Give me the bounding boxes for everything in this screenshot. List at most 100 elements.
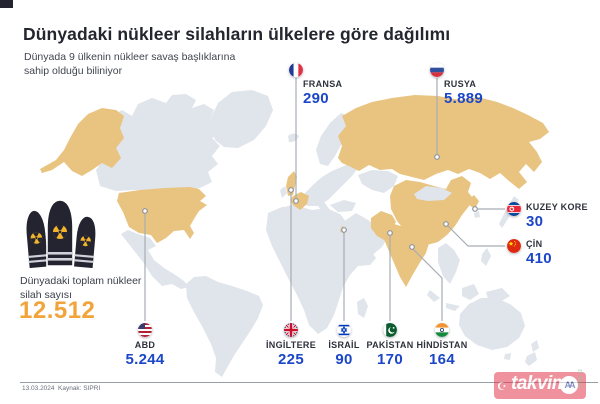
country-label-hindistan: HİNDİSTAN 164 — [397, 340, 487, 369]
country-label-kuzey-kore: KUZEY KORE 30 — [526, 202, 588, 231]
connector-cin — [447, 225, 505, 247]
footer-divider — [20, 382, 598, 383]
dot-kuzey-kore — [472, 206, 478, 212]
country-label-pakistan: PAKİSTAN 170 — [350, 340, 430, 369]
flag-russia-icon — [430, 63, 444, 77]
dot-abd — [142, 208, 148, 214]
crescent-star-icon: ☪ — [497, 381, 507, 393]
flag-israel-icon — [337, 323, 351, 337]
country-value: 5.889 — [444, 90, 484, 108]
country-north-korea — [468, 195, 479, 209]
flag-pakistan-icon — [383, 323, 397, 337]
country-label-cin: ÇİN 410 — [526, 239, 552, 268]
region-arabia — [343, 213, 388, 264]
continent-canada — [96, 94, 228, 191]
connector-hindistan — [412, 248, 443, 321]
country-value: 410 — [526, 250, 552, 268]
island-borneo — [462, 284, 479, 300]
country-value: 225 — [278, 351, 304, 369]
island-ireland — [280, 186, 287, 198]
island-philippines — [481, 248, 491, 266]
page-subtitle: Dünyada 9 ülkenin nükleer savaş başlıkla… — [24, 50, 235, 78]
footer-source: Kaynak: SIPRI — [58, 385, 101, 392]
connector-lines — [144, 78, 505, 321]
takvim-logo-box: ☪ takvim AA — [494, 372, 586, 399]
island-madagascar — [357, 298, 368, 318]
region-turkey — [330, 200, 356, 212]
region-mongolia — [414, 186, 452, 201]
page-title: Dünyadaki nükleer silahların ülkelere gö… — [23, 24, 451, 44]
flag-france-icon — [289, 63, 303, 77]
total-label-line2: silah sayısı — [20, 288, 72, 301]
takvim-watermark: ☪ takvim AA com.tr — [494, 368, 598, 402]
continent-australia — [459, 298, 525, 350]
total-warheads-value: 12.512 — [19, 297, 96, 324]
flag-china-icon — [507, 239, 521, 253]
region-south-korea — [474, 211, 480, 218]
aa-agency-icon: AA — [560, 376, 578, 394]
flag-usa-icon — [138, 323, 152, 337]
nuclear-warheads-icon — [25, 200, 97, 270]
warhead-right — [72, 215, 97, 270]
dot-hindistan — [409, 244, 415, 250]
island-new-zealand-north — [531, 340, 539, 352]
dot-cin — [443, 221, 449, 227]
flag-uk-icon — [284, 323, 298, 337]
island-new-zealand-south — [525, 352, 537, 366]
takvim-domain-suffix: com.tr — [578, 368, 584, 388]
country-name: FRANSA — [303, 79, 343, 89]
subtitle-line2: sahip olduğu biliniyor — [24, 65, 123, 78]
region-europe — [300, 162, 358, 206]
continent-south-america — [186, 276, 263, 377]
dot-israil — [341, 227, 347, 233]
total-warheads-label: Dünyadaki toplam nükleer silah sayısı — [20, 275, 141, 302]
country-russia — [338, 95, 549, 189]
footer-date: 13.03.2024 — [22, 385, 55, 392]
dot-fransa — [293, 198, 299, 204]
continent-greenland — [210, 90, 273, 148]
flag-india-icon — [435, 323, 449, 337]
country-name: KUZEY KORE — [526, 202, 588, 212]
country-value: 170 — [377, 351, 403, 369]
country-alaska — [40, 108, 124, 176]
country-value: 290 — [303, 90, 329, 108]
country-value: 30 — [526, 213, 544, 231]
country-name: ABD — [134, 340, 156, 350]
country-value: 5.244 — [125, 351, 165, 369]
island-java — [446, 303, 460, 311]
country-india — [384, 224, 429, 287]
warhead-center — [46, 200, 74, 267]
country-usa — [117, 187, 207, 243]
region-indochina — [438, 243, 460, 284]
country-label-fransa: FRANSA 290 — [303, 79, 342, 108]
country-value: 90 — [335, 351, 353, 369]
continents-layer — [96, 90, 539, 377]
corner-mark — [0, 0, 13, 8]
takvim-brand-text: takvim — [511, 373, 569, 394]
country-value: 164 — [429, 351, 455, 369]
dot-pakistan — [387, 230, 393, 236]
island-iceland — [288, 133, 299, 143]
dot-rusya — [434, 154, 440, 160]
country-name: İSRAİL — [328, 340, 360, 350]
region-italy — [318, 202, 336, 222]
country-name: RUSYA — [444, 79, 477, 89]
dot-ingiltere — [288, 187, 294, 193]
island-sumatra — [427, 290, 440, 302]
country-label-rusya: RUSYA 5.889 — [444, 79, 483, 108]
country-label-israil: İSRAİL 90 — [304, 340, 384, 369]
country-pakistan — [371, 211, 396, 241]
country-france — [290, 192, 309, 210]
country-name: HİNDİSTAN — [416, 340, 468, 350]
flag-north-korea-icon — [507, 202, 521, 216]
country-label-ingiltere: İNGİLTERE 225 — [246, 340, 336, 369]
warhead-left — [25, 209, 50, 270]
map-dots — [142, 154, 478, 250]
country-name: PAKİSTAN — [366, 340, 414, 350]
country-name: ÇİN — [526, 239, 543, 249]
highlighted-countries-layer — [40, 95, 549, 287]
total-label-line1: Dünyadaki toplam nükleer — [20, 275, 142, 287]
island-tasmania — [504, 353, 511, 360]
